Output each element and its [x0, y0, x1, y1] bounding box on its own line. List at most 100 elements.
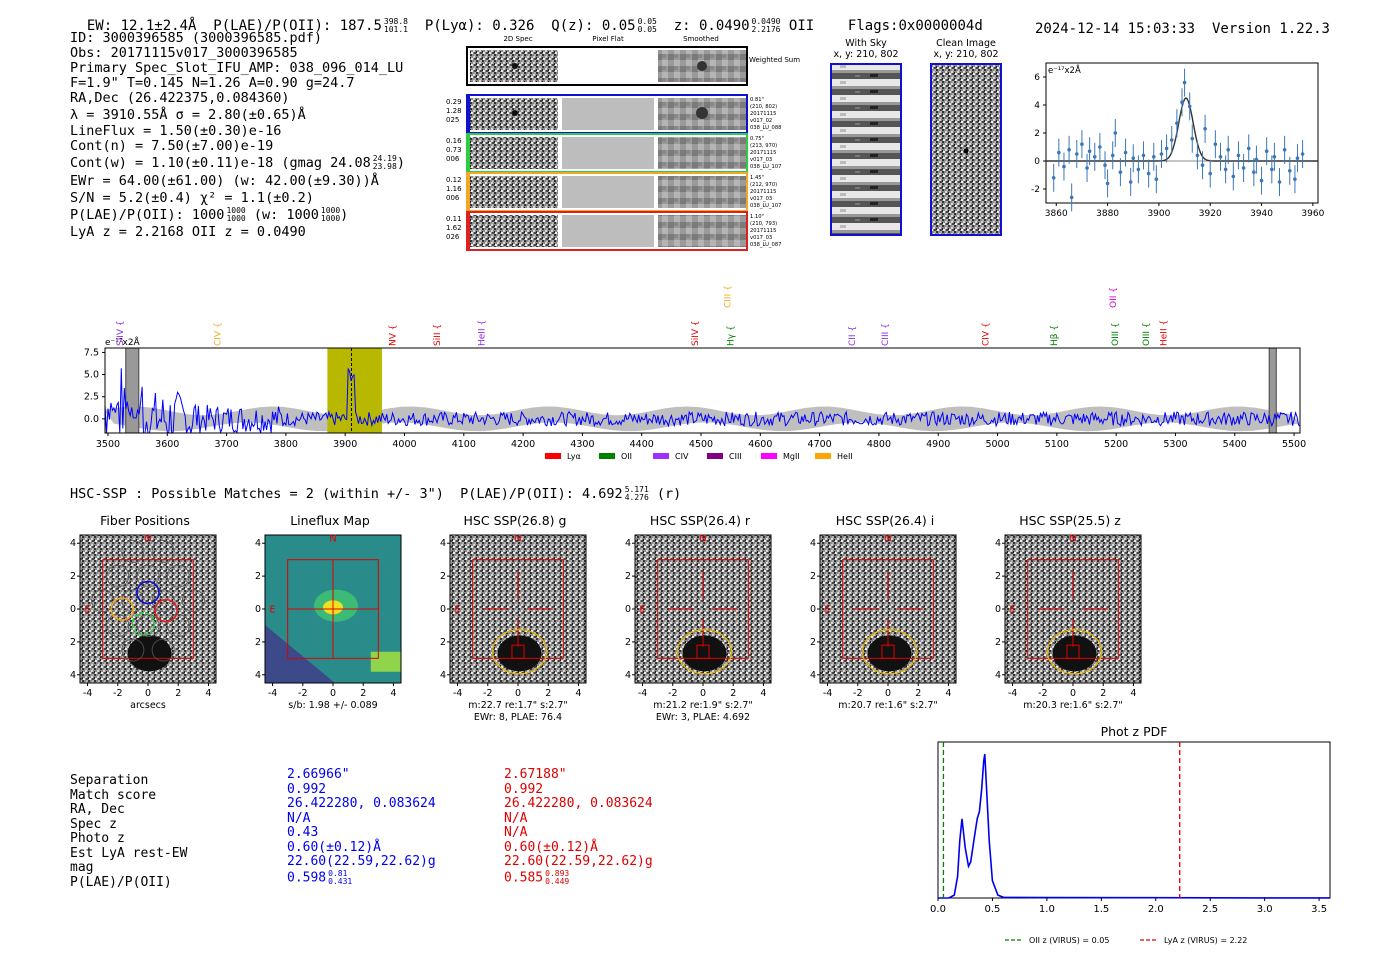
east-label: E	[639, 604, 645, 615]
sky-panel: N E -4 -4 -2 -2 0 0 2 2 4 4 s/b: 1.98 +/- 0.089	[255, 534, 402, 711]
fiber-circle	[151, 589, 175, 613]
sky-panel: N E -4 -4 -2 -2 0 0 2 2 4 4 m:20.3 re:1.6" s:2.7"	[995, 534, 1142, 711]
pdf-x-tick: 3.5	[1311, 904, 1327, 915]
legend-label: HeII	[837, 452, 853, 461]
full-spectrum-chart: 0.0 2.5 5.0 7.5 3500 3600 3700 3800 3900 4000 4100…	[84, 285, 1306, 461]
legend-swatch	[599, 453, 615, 459]
spectrum-x-tick: 3900	[333, 439, 357, 450]
fit-point	[1293, 177, 1297, 181]
panel-title: HSC SSP(25.5) z	[1019, 513, 1121, 528]
fit-point	[1277, 180, 1282, 184]
fit-point	[1087, 149, 1092, 153]
match-value: 0.43	[287, 825, 319, 840]
cutout-row-right-label: v017_03	[750, 196, 772, 202]
spectrum-x-tick: 5400	[1223, 439, 1247, 450]
spectrum-x-tick: 4800	[867, 439, 891, 450]
fit-point	[1092, 155, 1097, 159]
fit-point	[1098, 145, 1102, 149]
panel-y-tick: -2	[70, 637, 76, 648]
east-label: E	[84, 604, 90, 615]
emission-line-label: HeII {	[478, 320, 488, 346]
fiber-selected	[131, 611, 156, 636]
cutout-row-right-label: (212, 970)	[750, 182, 777, 188]
match-value: 22.60(22.59,22.62)g	[287, 854, 436, 869]
panel-y-tick: 4	[440, 538, 446, 549]
spectrum-y-tick: 5.0	[84, 370, 99, 381]
cutout-row-right-label: 0.81"	[750, 97, 764, 103]
panel-title: HSC SSP(26.4) r	[649, 513, 751, 528]
spectrum-x-tick: 4200	[511, 439, 535, 450]
z-line: OII	[788, 18, 815, 34]
north-label: N	[1069, 534, 1076, 545]
pdf-curve	[938, 753, 1330, 899]
panel-x-tick: 4	[575, 688, 581, 699]
datetime: 2024-12-14 15:03:33	[1034, 21, 1196, 37]
panel-x-tick: -2	[483, 688, 492, 699]
emission-line-label: SiIV {	[691, 320, 701, 346]
panel-x-tick: -4	[453, 688, 462, 699]
panel-x-tick: 0	[885, 688, 891, 699]
fit-point	[1223, 167, 1228, 172]
panel-x-tick: -4	[823, 688, 832, 699]
pdf-x-tick: 2.5	[1202, 904, 1218, 915]
panel-y-tick: 2	[440, 571, 446, 582]
pdf-x-tick: 1.0	[1039, 904, 1055, 915]
fit-point	[1218, 155, 1223, 159]
cutout-row-right-label: v017_03	[750, 235, 772, 241]
spectrum-x-tick: 4000	[392, 439, 416, 450]
panel-caption: arcsecs	[130, 700, 166, 711]
fit-point	[1151, 155, 1156, 159]
fit-point	[1123, 150, 1128, 155]
line-fit-chart: -2 0 2 4 6 3860 3880 3900 3920 3940 3960 e⁻¹⁷x2Å	[1031, 62, 1325, 219]
match-row-label: P(LAE)/P(OII)	[70, 874, 172, 890]
emission-line-label: SiIV {	[116, 320, 126, 346]
fit-y-tick: 6	[1034, 73, 1040, 83]
fiber-selected	[136, 580, 160, 605]
spectrum-x-tick: 3500	[96, 439, 120, 450]
panel-x-tick: 2	[730, 688, 736, 699]
fiber-circle	[151, 540, 175, 563]
east-label: E	[824, 604, 830, 615]
match-value: 26.422280, 0.083624	[504, 796, 653, 811]
fit-x-tick: 3900	[1147, 209, 1170, 219]
fit-point	[1203, 127, 1207, 131]
cutout-row-left-label: 0.16	[446, 137, 462, 145]
fit-point	[1141, 153, 1146, 158]
emission-line-label: OIII {	[1111, 322, 1121, 346]
match-col2: 2.67188" 0.992 26.422280, 0.083624 N/A N/A 0.…	[504, 767, 653, 886]
emission-line-label: OIII {	[1142, 322, 1152, 346]
pdf-x-tick: 0.5	[984, 904, 1000, 915]
fiber-circle	[136, 564, 160, 588]
z-value: z: 0.0490	[673, 18, 750, 34]
datetime-version: 2024-12-14 15:03:33 Version 1.22.3	[1018, 5, 1330, 37]
masked-region	[125, 347, 140, 434]
legend-label: OII	[621, 452, 632, 461]
spectrum-y-label: e⁻¹⁷x2Å	[105, 336, 141, 348]
panel-x-tick: 0	[1070, 688, 1076, 699]
panel-x-tick: 4	[390, 688, 396, 699]
north-label: N	[144, 534, 151, 545]
pdf-legend-label: LyA z (VIRUS) = 2.22	[1164, 936, 1247, 945]
fit-point	[1175, 121, 1179, 125]
cutout-row-right-label: (210, 793)	[750, 221, 777, 227]
match-value: N/A	[287, 810, 311, 826]
legend-swatch	[653, 453, 669, 459]
fiber-circle	[181, 589, 205, 613]
fit-point	[1067, 148, 1071, 152]
plya-value: P(Lyα): 0.326	[424, 18, 535, 34]
spectrum-x-tick: 5100	[1045, 439, 1069, 450]
match-row-label: Spec z	[70, 816, 117, 832]
fit-point	[1272, 155, 1277, 159]
match-box	[511, 644, 525, 659]
cutout-row-left-label: 006	[446, 155, 460, 163]
cutout-row-right-label: 038_LU_087	[750, 242, 781, 248]
fit-point	[1057, 150, 1061, 155]
match-value: 0.598 0.81 0.431	[287, 868, 353, 886]
east-label: E	[269, 604, 275, 615]
cutout-row-left-label: 026	[446, 233, 460, 241]
fit-point	[1159, 152, 1164, 156]
info-ewr: EWr = 64.00(±61.00) (w: 42.00(±9.30))Å	[70, 173, 379, 189]
fit-point	[1200, 163, 1205, 167]
fit-point	[1105, 181, 1110, 186]
aperture-ellipse	[861, 629, 918, 675]
